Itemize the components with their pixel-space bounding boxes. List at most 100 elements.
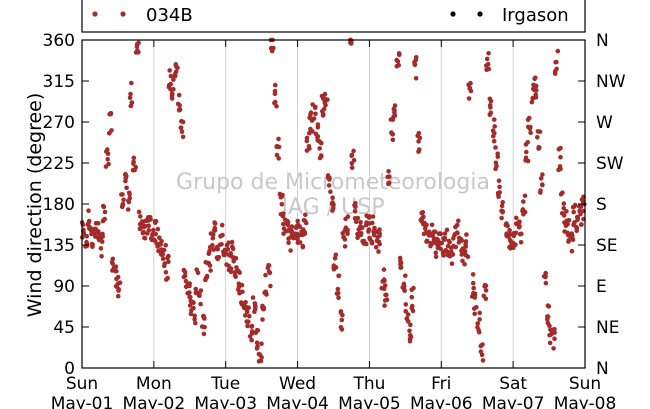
data-point [317, 139, 322, 144]
data-point [175, 101, 181, 107]
data-point [229, 239, 235, 245]
data-point [131, 159, 136, 165]
data-points [79, 37, 587, 364]
y-tick-label: 135 [43, 236, 75, 256]
data-point [253, 330, 259, 336]
x-tick-date: May-07 [482, 394, 545, 409]
data-point [453, 244, 459, 250]
data-point [538, 188, 543, 193]
data-point [108, 111, 113, 117]
x-tick-date: May-01 [51, 394, 114, 409]
data-point [176, 108, 182, 113]
data-point [134, 42, 140, 47]
data-point [146, 215, 151, 220]
data-point [298, 232, 304, 237]
data-point [154, 241, 160, 247]
data-point [136, 209, 142, 215]
data-point [99, 253, 104, 259]
data-point [416, 130, 422, 136]
data-point [521, 212, 526, 217]
data-point [247, 313, 252, 319]
data-point [534, 88, 539, 93]
data-point [86, 208, 91, 213]
data-point [392, 103, 398, 108]
data-point [100, 234, 105, 239]
data-point [429, 222, 435, 228]
data-point [433, 250, 439, 255]
data-point [192, 317, 197, 322]
data-point [114, 268, 119, 274]
data-point [129, 80, 134, 86]
data-point [474, 304, 479, 310]
y-tick-label: 315 [43, 72, 75, 92]
legend-label: 034B [146, 5, 193, 26]
data-point [486, 51, 491, 56]
data-point [86, 218, 92, 224]
data-point [477, 310, 483, 316]
data-point [569, 248, 575, 254]
data-point [169, 96, 175, 101]
data-point [249, 323, 255, 329]
x-tick-date: May-08 [554, 394, 617, 409]
y2-tick-label: SW [596, 154, 624, 174]
y2-tick-label: W [596, 113, 613, 133]
data-point [380, 279, 386, 284]
data-point [382, 283, 388, 288]
data-point [447, 239, 453, 245]
data-point [187, 303, 193, 308]
data-point [267, 270, 273, 276]
data-point [127, 95, 133, 101]
data-point [297, 224, 303, 229]
data-point [315, 134, 321, 139]
data-point [127, 191, 132, 197]
data-point [153, 231, 158, 237]
data-point [561, 206, 567, 211]
data-point [519, 231, 524, 237]
data-point [417, 135, 423, 141]
data-point [263, 291, 269, 297]
data-point [499, 208, 504, 214]
data-point [146, 223, 151, 228]
data-point [492, 124, 498, 129]
data-point [109, 128, 114, 133]
data-point [331, 263, 337, 268]
data-point [475, 321, 481, 326]
data-point [478, 349, 484, 354]
data-point [361, 238, 367, 244]
data-point [358, 220, 363, 225]
data-point [482, 282, 488, 288]
x-tick-date: May-03 [194, 394, 257, 409]
data-point [387, 174, 392, 179]
data-point [281, 211, 286, 216]
data-point [207, 263, 213, 268]
data-point [496, 178, 502, 184]
data-point [207, 248, 212, 254]
data-point [411, 285, 416, 291]
data-point [578, 211, 583, 217]
data-point [119, 192, 124, 197]
data-point [176, 92, 182, 98]
data-point [470, 272, 476, 277]
y2-tick-label: N [596, 31, 609, 51]
data-point [242, 313, 248, 318]
data-point [218, 234, 223, 239]
data-point [488, 110, 494, 115]
x-tick-date: May-04 [266, 394, 329, 409]
data-point [302, 231, 308, 237]
data-point [449, 261, 455, 267]
data-point [407, 328, 412, 334]
data-point [128, 91, 133, 97]
data-point [352, 209, 358, 214]
y2-axis-ticks: N NE E SE S SW W NW N [578, 31, 626, 379]
data-point [343, 225, 349, 230]
y-axis-ticks: 0 45 90 135 180 225 270 315 360 [43, 31, 89, 379]
data-point [372, 225, 377, 231]
data-point [397, 52, 402, 58]
data-point [546, 304, 552, 309]
watermark-line-1: Grupo de Micrometeorologia [176, 170, 490, 195]
data-point [561, 213, 567, 218]
data-point [403, 273, 408, 279]
data-point [547, 323, 552, 329]
data-point [376, 239, 382, 245]
data-point [120, 201, 126, 207]
